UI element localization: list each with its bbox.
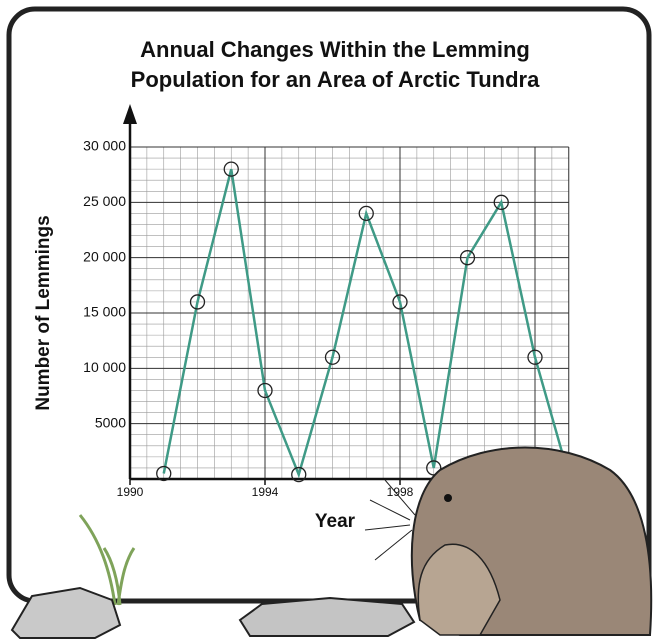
y-tick-label: 20 000 [83,248,126,264]
y-tick-label: 15 000 [83,304,126,320]
chart-title: Population for an Area of Arctic Tundra [131,67,540,92]
chart: Annual Changes Within the Lemming Popula… [0,0,659,641]
y-tick-label: 10 000 [83,359,126,375]
x-axis-title: Year [315,511,356,532]
y-axis-arrow [123,104,137,124]
y-axis-title: Number of Lemmings [33,215,54,410]
y-tick-label: 30 000 [83,138,126,154]
y-tick-label: 5000 [95,414,126,430]
y-tick-label: 25 000 [83,193,126,209]
page: Annual Changes Within the Lemming Popula… [0,0,659,641]
lemming-eye [444,494,452,502]
chart-title: Annual Changes Within the Lemming [140,37,530,62]
plot-area: 5000 10 000 15 000 20 000 25 000 30 000 1990 19… [83,104,610,499]
x-tick-label: 1990 [117,485,144,499]
illustration [12,448,651,639]
rock [12,588,120,638]
x-tick-label: 1994 [252,485,279,499]
rock [240,598,414,636]
